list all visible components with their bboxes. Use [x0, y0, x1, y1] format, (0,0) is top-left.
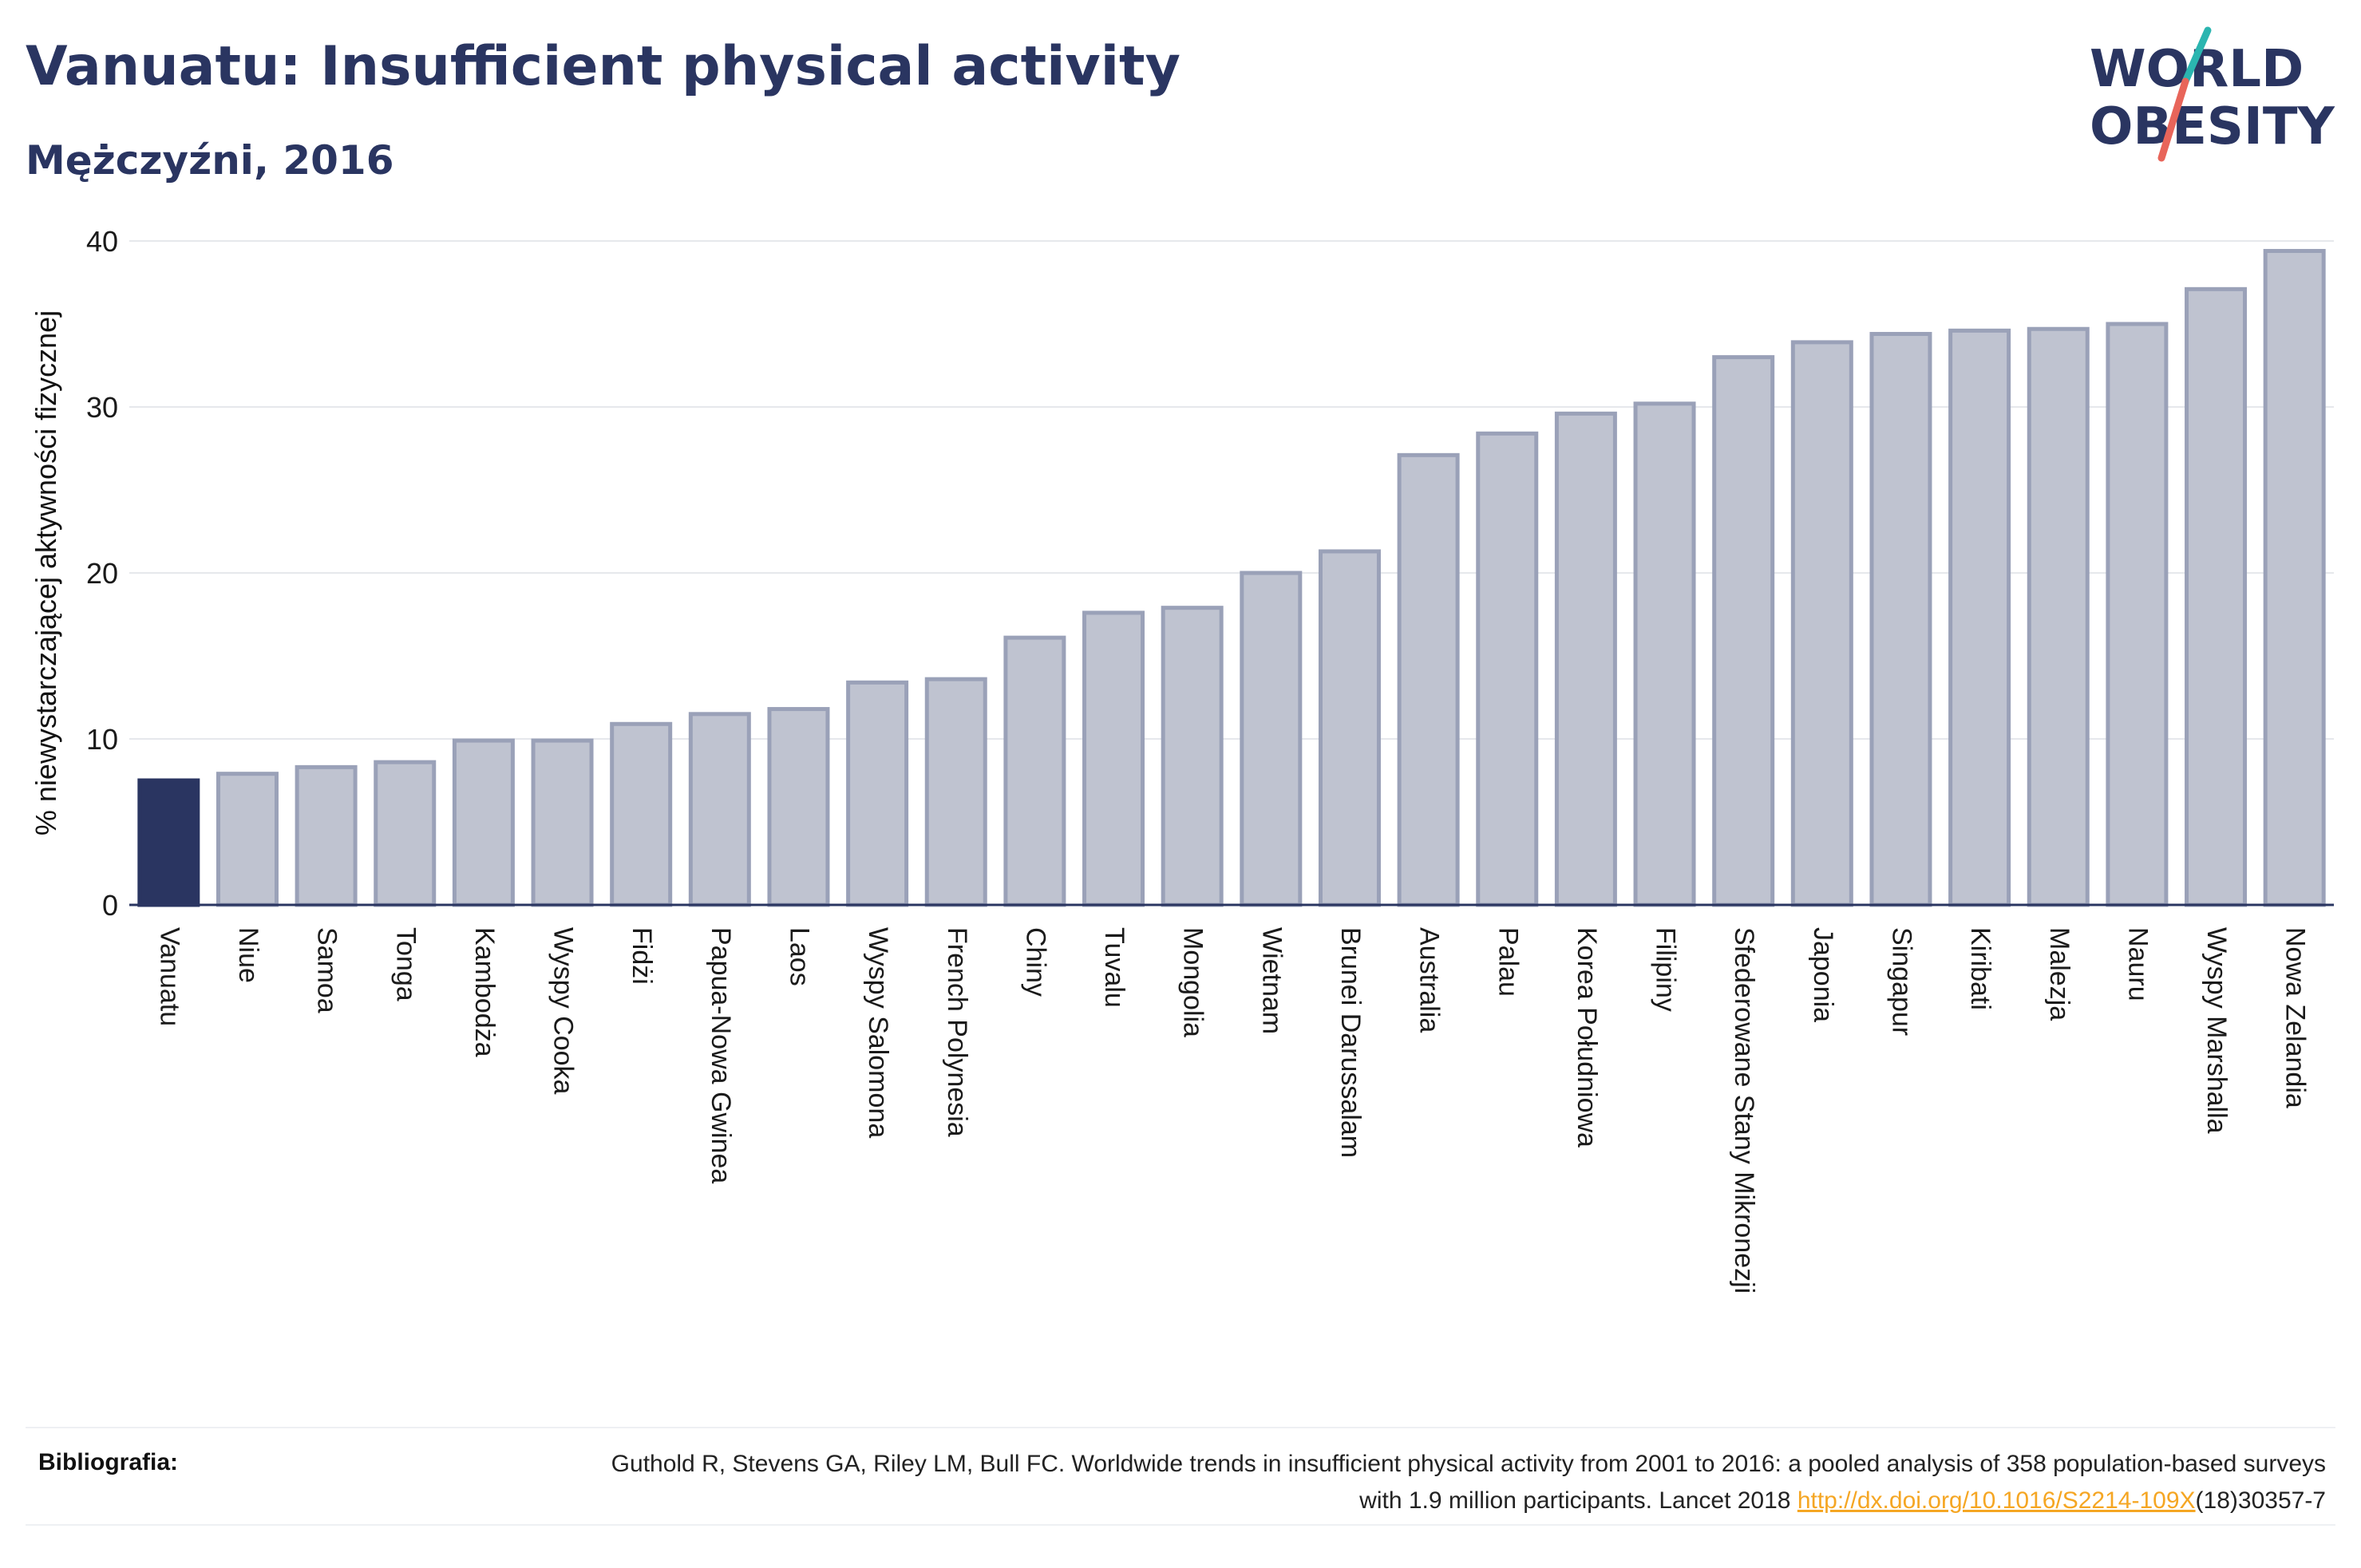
x-tick-label: Papua-Nowa Gwinea: [706, 927, 736, 1183]
bar-papua-nowa-gwinea: [688, 712, 751, 907]
y-tick-label: 40: [86, 225, 118, 258]
y-tick-label: 0: [102, 889, 118, 922]
y-tick-label: 10: [86, 723, 118, 756]
bar-fidżi: [610, 721, 673, 907]
bar-australia: [1397, 452, 1460, 907]
x-tick-label: Vanuatu: [154, 927, 184, 1026]
chart-title: Vanuatu: Insufficient physical activity: [26, 35, 1180, 98]
x-tick-label: Chiny: [1020, 927, 1050, 997]
bar-singapur: [1869, 331, 1932, 907]
reference-text-after: (18)30357-7: [2195, 1487, 2326, 1514]
x-tick-label: Nowa Zelandia: [2280, 927, 2311, 1108]
y-tick-label: 20: [86, 557, 118, 590]
logo-line2: OBESITY: [2090, 97, 2335, 156]
reference-text-before: Guthold R, Stevens GA, Riley LM, Bull FC…: [611, 1451, 2326, 1514]
x-tick-label: Australia: [1414, 927, 1445, 1033]
reference-link[interactable]: http://dx.doi.org/10.1016/S2214-109X: [1797, 1487, 2196, 1514]
y-tick-label: 30: [86, 391, 118, 424]
bar-korea-południowa: [1554, 411, 1617, 907]
x-tick-label: Filipiny: [1651, 927, 1681, 1012]
x-tick-label: Sfederowane Stany Mikronezji: [1729, 927, 1759, 1294]
bar-french-polynesia: [924, 677, 987, 907]
x-tick-label: Singapur: [1886, 927, 1916, 1036]
reference-label: Bibliografia:: [38, 1449, 179, 1475]
x-tick-label: Malezja: [2044, 927, 2074, 1021]
reference-divider-top: [26, 1427, 2335, 1428]
x-tick-label: Wyspy Marshalla: [2201, 927, 2232, 1134]
bar-niue: [216, 772, 279, 907]
x-tick-label: Laos: [784, 927, 814, 986]
x-tick-label: Tuvalu: [1099, 927, 1129, 1008]
x-tick-label: Brunei Darussalam: [1335, 927, 1366, 1158]
x-tick-label: Wyspy Salomona: [863, 927, 893, 1138]
bar-wyspy-salomona: [846, 680, 909, 907]
x-tick-label: Kiribati: [1965, 927, 1995, 1010]
bar-vanuatu: [137, 778, 200, 907]
x-tick-label: Fidżi: [627, 927, 657, 985]
x-tick-label: Palau: [1493, 927, 1523, 997]
bar-malezja: [2027, 326, 2090, 907]
bar-wyspy-cooka: [531, 738, 594, 907]
bar-samoa: [295, 764, 358, 907]
bar-laos: [767, 707, 830, 907]
bar-nowa-zelandia: [2263, 248, 2326, 907]
x-tick-label: Kambodża: [469, 927, 500, 1057]
bar-palau: [1476, 431, 1539, 907]
bar-brunei-darussalam: [1318, 549, 1381, 907]
x-tick-label: Samoa: [312, 927, 342, 1013]
x-tick-label: French Polynesia: [942, 927, 972, 1137]
bar-wyspy-marshalla: [2185, 286, 2248, 907]
bar-nauru: [2106, 322, 2169, 907]
x-tick-label: Tonga: [390, 927, 421, 1001]
x-tick-label: Korea Południowa: [1572, 927, 1602, 1147]
logo-slash-teal: [2181, 26, 2212, 85]
bar-tuvalu: [1082, 610, 1145, 907]
x-tick-label: Nauru: [2122, 927, 2153, 1001]
bar-chiny: [1003, 635, 1066, 907]
bar-mongolia: [1161, 606, 1224, 907]
chart-subtitle: Mężczyźni, 2016: [26, 137, 394, 184]
bars: [137, 248, 2326, 907]
x-tick-label: Wietnam: [1256, 927, 1287, 1034]
bar-chart: 0 10 20 30 40 Vanuatu Niue Samoa Tonga Kambodża W…: [30, 225, 2334, 1294]
bar-tonga: [374, 760, 437, 907]
x-tick-label: Mongolia: [1178, 927, 1208, 1037]
x-tick-label: Japonia: [1808, 927, 1838, 1022]
x-tick-label: Niue: [233, 927, 263, 983]
reference-text: Guthold R, Stevens GA, Riley LM, Bull FC…: [570, 1446, 2326, 1519]
world-obesity-logo: WORLD OBESITY: [2090, 26, 2335, 162]
y-axis-label: % niewystarczającej aktywności fizycznej: [30, 310, 62, 835]
x-axis-labels: Vanuatu Niue Samoa Tonga Kambodża Wyspy Cooka…: [154, 927, 2310, 1294]
bar-filipiny: [1633, 401, 1696, 907]
bar-japonia: [1790, 340, 1853, 907]
x-tick-label: Wyspy Cooka: [548, 927, 579, 1095]
y-axis-ticks: 0 10 20 30 40: [86, 225, 118, 922]
bar-kiribati: [1948, 328, 2011, 907]
logo-slash-red: [2157, 77, 2189, 162]
reference-divider-bottom: [26, 1524, 2335, 1526]
bar-wietnam: [1240, 571, 1303, 907]
bar-kambodża: [452, 738, 515, 907]
bar-sfederowane-stany-mikronezji: [1712, 355, 1775, 907]
